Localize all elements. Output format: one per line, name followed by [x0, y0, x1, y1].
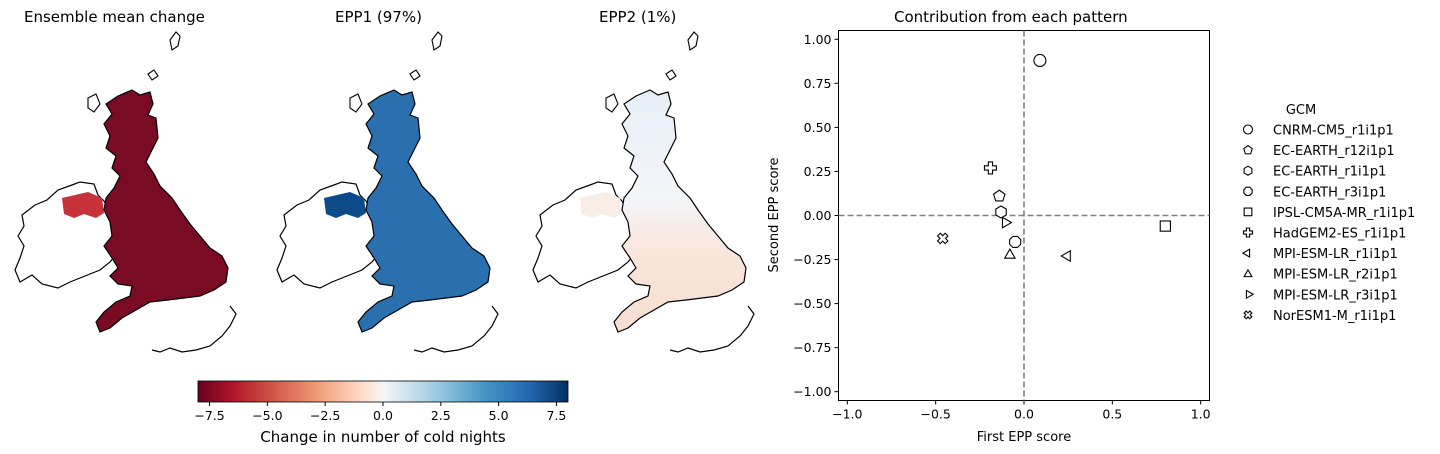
data-point-square — [1159, 220, 1171, 232]
colorbar-tick-label: 5.0 — [489, 408, 509, 423]
map-title-epp1: EPP1 (97%) — [335, 8, 422, 26]
data-point-triangle-up — [1003, 248, 1017, 259]
y-tick-label: 1.00 — [804, 32, 832, 47]
colorbar-label: Change in number of cold nights — [260, 428, 506, 446]
legend-label: MPI-ESM-LR_r1i1p1 — [1273, 247, 1398, 262]
colorbar: −7.5 −5.0 −2.5 0.0 2.5 5.0 7.5 Change in numbe… — [194, 380, 569, 446]
y-axis-label: Second EPP score — [767, 158, 782, 273]
legend-marker-triangle-left — [1241, 248, 1251, 258]
y-tick-label: −0.25 — [793, 252, 831, 267]
legend-marker-triangle-up — [1243, 268, 1253, 278]
south-coast-outline — [669, 305, 755, 353]
legend-label: IPSL-CM5A-MR_r1i1p1 — [1273, 206, 1415, 221]
y-tick-label: 0.00 — [804, 208, 832, 223]
map-title-epp2: EPP2 (1%) — [599, 8, 677, 26]
x-tick-label: −0.5 — [920, 407, 950, 422]
x-tick-label: 0.5 — [1102, 407, 1122, 422]
legend-label: NorESM1-M_r1i1p1 — [1273, 309, 1396, 324]
colorbar-tick-label: 2.5 — [431, 408, 451, 423]
y-tick-label: 0.25 — [804, 164, 832, 179]
ireland-north-patch — [62, 192, 104, 218]
south-coast-outline — [413, 305, 499, 353]
y-tick-label: 0.50 — [804, 120, 832, 135]
x-tick-label: 0.0 — [1014, 407, 1034, 422]
ireland-north-patch — [324, 192, 366, 218]
legend-label: MPI-ESM-LR_r3i1p1 — [1273, 288, 1398, 303]
map-title-ensemble-mean: Ensemble mean change — [24, 8, 205, 26]
colorbar-gradient — [197, 380, 569, 403]
data-point-pentagon — [992, 189, 1006, 202]
legend-marker-octagon — [1243, 186, 1253, 197]
great-britain-shape — [95, 89, 229, 333]
legend-label: HadGEM2-ES_r1i1p1 — [1273, 227, 1406, 242]
legend-marker-circle — [1242, 124, 1254, 135]
x-tick-label: −1.0 — [832, 407, 862, 422]
great-britain-shape — [357, 89, 491, 333]
chart-title: Contribution from each pattern — [894, 8, 1128, 26]
legend-marker-hexagon — [1243, 165, 1253, 176]
orkney-islands — [147, 69, 159, 81]
hebrides-islands — [605, 93, 619, 113]
scatter-points — [936, 53, 1171, 263]
shetland-islands — [687, 31, 699, 51]
reference-lines — [838, 30, 1210, 401]
shetland-islands — [169, 31, 181, 51]
map-epp1 — [276, 31, 499, 353]
legend-label: EC-EARTH_r3i1p1 — [1273, 185, 1386, 200]
y-tick-label: −1.00 — [793, 384, 831, 399]
x-axis-ticks: −1.0 −0.5 0.0 0.5 1.0 — [832, 400, 1211, 422]
y-axis-ticks: 1.00 0.75 0.50 0.25 0.00 −0.25 −0.50 −0.75 −1.00 — [793, 32, 839, 399]
legend-marker-triangle-right — [1245, 289, 1255, 300]
legend-label: EC-EARTH_r12i1p1 — [1273, 144, 1395, 159]
colorbar-tick-label: 0.0 — [373, 408, 393, 423]
legend-label: EC-EARTH_r1i1p1 — [1273, 165, 1386, 180]
legend-label: CNRM-CM5_r1i1p1 — [1273, 124, 1394, 139]
y-tick-label: −0.75 — [793, 340, 831, 355]
legend-marker-plus — [1242, 227, 1254, 238]
legend-label: MPI-ESM-LR_r2i1p1 — [1273, 268, 1398, 283]
y-tick-label: −0.50 — [793, 296, 831, 311]
data-point-x-filled — [936, 232, 949, 245]
legend-marker-x-filled — [1243, 310, 1253, 320]
x-axis-label: First EPP score — [977, 430, 1071, 445]
data-point-hexagon — [995, 205, 1007, 219]
scatter-plot: −1.0 −0.5 0.0 0.5 1.0 1.00 0.75 0.50 0.25 0.00 −0… — [767, 30, 1211, 445]
great-britain-shape — [613, 89, 747, 333]
ireland-north-patch — [580, 192, 622, 218]
south-coast-outline — [151, 305, 237, 353]
data-point-triangle-left — [1060, 249, 1071, 263]
legend-title: GCM — [1286, 103, 1316, 118]
data-point-triangle-right — [1001, 216, 1013, 229]
data-point-octagon — [1009, 235, 1022, 249]
colorbar-tick-label: −7.5 — [194, 408, 224, 423]
legend-items: CNRM-CM5_r1i1p1 EC-EARTH_r12i1p1 EC-EARTH_… — [1241, 124, 1415, 324]
legend-marker-pentagon — [1243, 144, 1253, 155]
hebrides-islands — [87, 93, 101, 113]
orkney-islands — [409, 69, 421, 81]
hebrides-islands — [349, 93, 363, 113]
orkney-islands — [665, 69, 677, 81]
colorbar-tick-label: −2.5 — [310, 408, 340, 423]
legend: GCM CNRM-CM5_r1i1p1 EC-EARTH_r12i1p1 EC-EA… — [1241, 103, 1415, 324]
data-point-circle — [1033, 53, 1047, 68]
colorbar-tick-label: −5.0 — [252, 408, 282, 423]
legend-marker-square — [1243, 207, 1253, 217]
colorbar-tick-label: 7.5 — [546, 408, 566, 423]
shetland-islands — [431, 31, 443, 51]
x-tick-label: 1.0 — [1191, 407, 1211, 422]
colorbar-ticks: −7.5 −5.0 −2.5 0.0 2.5 5.0 7.5 — [194, 402, 566, 423]
map-epp2 — [532, 31, 755, 353]
data-point-plus — [983, 161, 997, 175]
map-ensemble-mean-change — [14, 31, 237, 353]
y-tick-label: 0.75 — [804, 76, 832, 91]
